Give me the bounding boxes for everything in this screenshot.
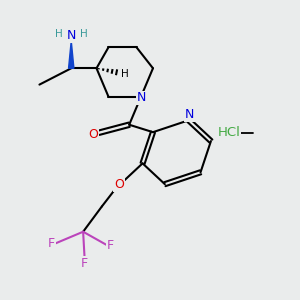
Text: H: H <box>121 69 129 79</box>
Text: HCl: HCl <box>217 126 240 139</box>
Text: N: N <box>184 108 194 122</box>
Text: F: F <box>81 257 88 270</box>
Text: O: O <box>114 178 124 191</box>
Text: N: N <box>67 29 76 42</box>
Text: N: N <box>137 92 146 104</box>
Text: H: H <box>80 29 88 39</box>
Text: O: O <box>88 128 98 141</box>
Text: F: F <box>48 237 55 250</box>
Polygon shape <box>69 41 74 68</box>
Text: F: F <box>107 238 114 252</box>
Text: H: H <box>55 29 63 39</box>
